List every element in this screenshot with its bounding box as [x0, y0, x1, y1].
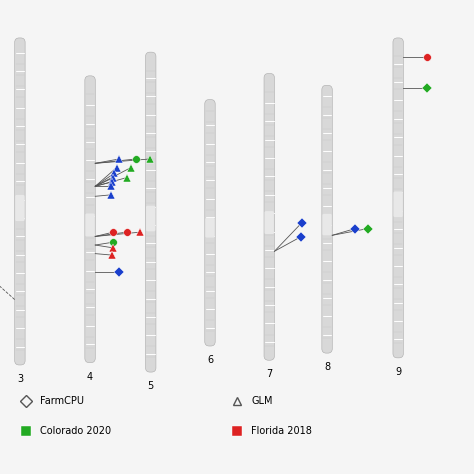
FancyBboxPatch shape — [264, 73, 274, 360]
Text: 5: 5 — [147, 381, 154, 392]
FancyBboxPatch shape — [146, 206, 155, 231]
FancyBboxPatch shape — [15, 195, 25, 221]
Text: 3: 3 — [17, 374, 23, 384]
FancyBboxPatch shape — [146, 52, 156, 372]
FancyBboxPatch shape — [85, 213, 95, 237]
Text: Florida 2018: Florida 2018 — [251, 426, 312, 437]
FancyBboxPatch shape — [393, 191, 403, 217]
Text: Colorado 2020: Colorado 2020 — [40, 426, 111, 437]
Text: GLM: GLM — [251, 395, 273, 406]
Text: 9: 9 — [395, 367, 401, 377]
FancyBboxPatch shape — [322, 85, 332, 353]
Text: 7: 7 — [266, 369, 273, 380]
Text: 8: 8 — [324, 362, 330, 373]
FancyBboxPatch shape — [205, 218, 215, 237]
FancyBboxPatch shape — [264, 211, 274, 234]
FancyBboxPatch shape — [393, 38, 403, 358]
Text: 6: 6 — [207, 355, 213, 365]
FancyBboxPatch shape — [85, 76, 95, 363]
FancyBboxPatch shape — [15, 38, 25, 365]
FancyBboxPatch shape — [205, 100, 215, 346]
Text: FarmCPU: FarmCPU — [40, 395, 84, 406]
Text: 4: 4 — [87, 372, 93, 382]
FancyBboxPatch shape — [322, 214, 332, 235]
